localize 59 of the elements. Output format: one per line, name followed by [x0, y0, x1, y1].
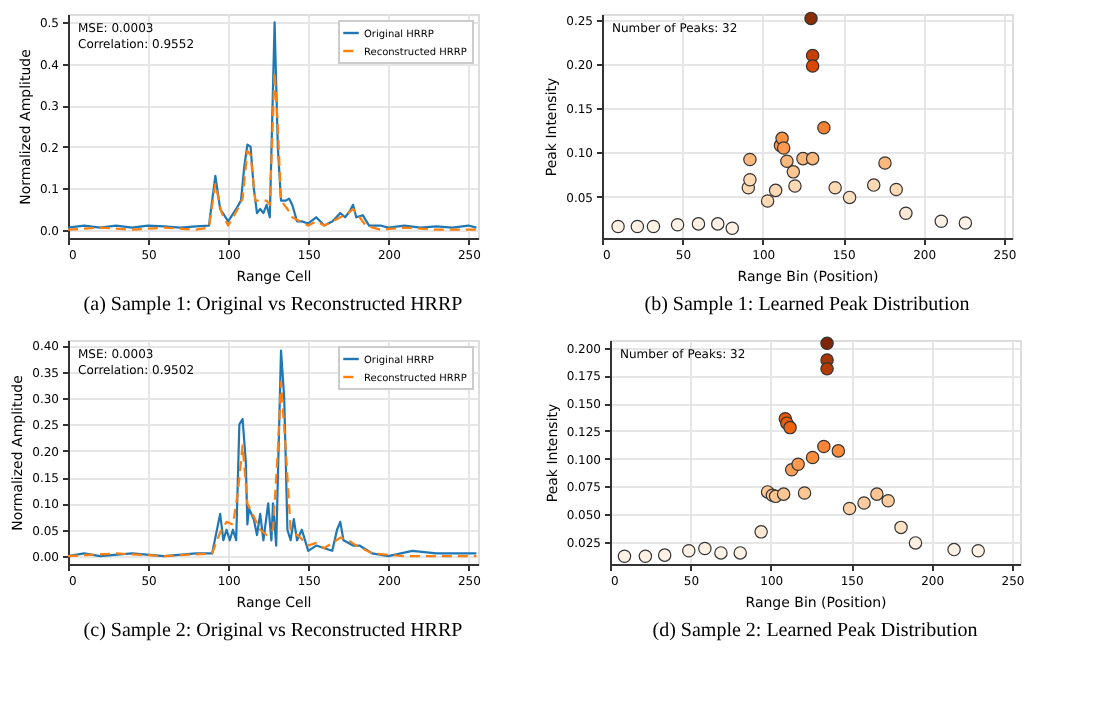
point: [908, 536, 923, 550]
point: [947, 542, 961, 557]
point: [857, 496, 871, 510]
line-series: [68, 70, 478, 231]
point: [657, 548, 672, 562]
point: [889, 182, 903, 197]
text: (b) Sample 1: Learned Peak Distribution: [644, 294, 970, 316]
line-series: [68, 21, 478, 229]
point: [743, 152, 757, 167]
point: [780, 154, 794, 169]
point: [638, 549, 653, 563]
text: (c) Sample 2: Original vs Reconstructed HRRP: [83, 620, 464, 642]
point: [804, 11, 818, 26]
point: [733, 546, 747, 560]
point: [617, 549, 632, 563]
point: [817, 121, 831, 135]
point: [828, 180, 842, 195]
point: [805, 151, 820, 166]
point: [783, 420, 797, 435]
text: (d) Sample 2: Learned Peak Distribution: [652, 620, 978, 642]
point: [881, 494, 895, 508]
text: (a) Sample 1: Original vs Reconstructed HRRP: [83, 294, 464, 316]
point: [611, 219, 625, 234]
point: [714, 546, 728, 560]
point: [786, 165, 801, 179]
point: [725, 221, 739, 236]
point: [797, 486, 812, 500]
point: [870, 487, 884, 501]
point: [788, 179, 802, 193]
point: [691, 217, 706, 231]
point: [842, 501, 857, 516]
point: [630, 219, 645, 234]
point: [817, 439, 831, 454]
point: [743, 173, 757, 187]
point: [971, 543, 985, 558]
point: [934, 214, 949, 228]
point: [698, 541, 712, 556]
point: [831, 444, 846, 458]
point: [768, 183, 783, 198]
point: [820, 336, 834, 351]
point: [805, 59, 820, 73]
point: [754, 525, 768, 539]
point: [894, 520, 908, 535]
line-series: [68, 381, 478, 558]
point: [646, 219, 661, 234]
point: [805, 450, 820, 465]
point: [791, 457, 805, 471]
point: [899, 206, 913, 221]
point: [682, 543, 696, 558]
point: [958, 216, 973, 230]
point: [760, 194, 775, 208]
point: [820, 362, 834, 376]
point: [776, 487, 791, 501]
point: [670, 218, 685, 232]
point: [866, 178, 881, 192]
line-series: [68, 349, 478, 558]
point: [711, 217, 725, 231]
point: [842, 190, 857, 205]
point: [878, 156, 892, 170]
